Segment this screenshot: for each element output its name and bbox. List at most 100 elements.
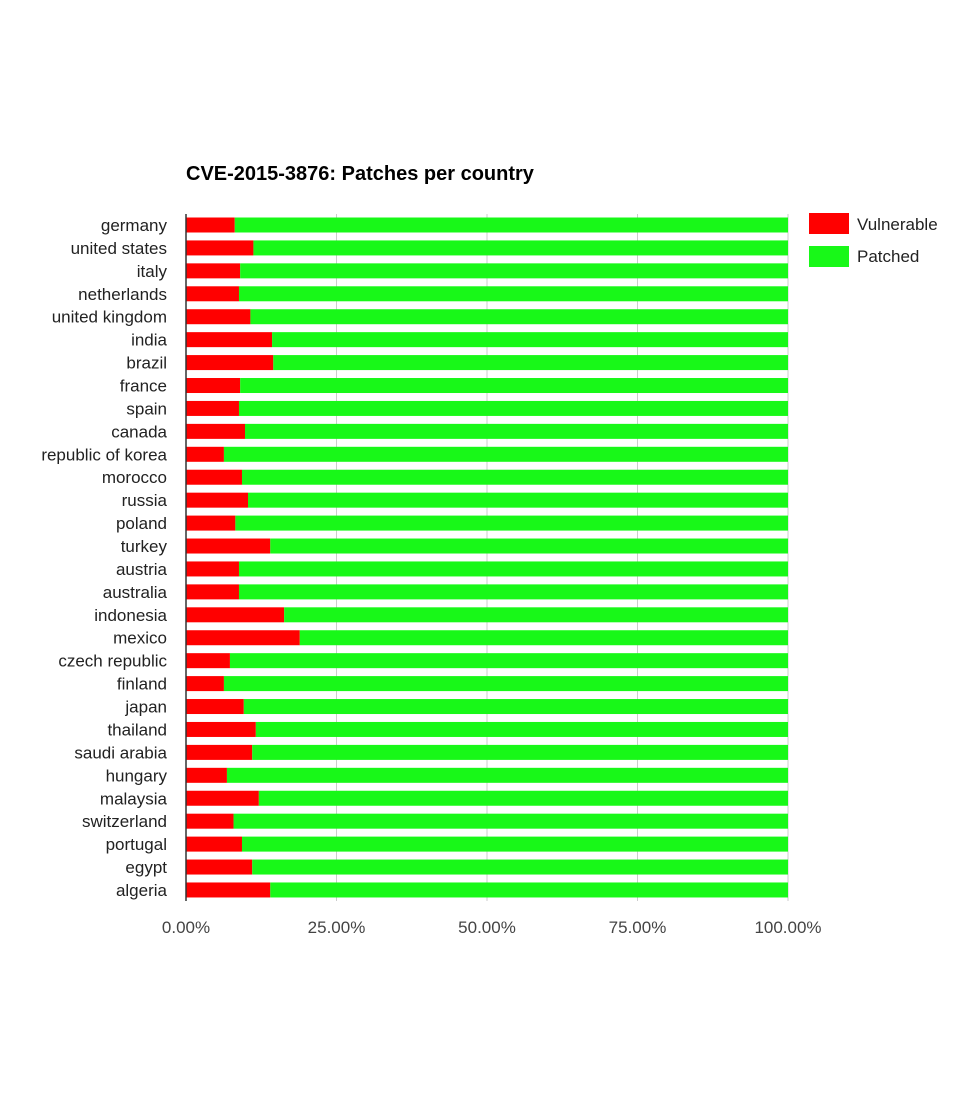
category-label-united-states: united states (71, 239, 167, 258)
bar-czech-republic-patched (229, 653, 789, 669)
category-label-czech-republic: czech republic (58, 652, 167, 671)
bar-indonesia-vulnerable (186, 607, 285, 623)
category-label-egypt: egypt (125, 858, 167, 877)
bar-russia-vulnerable (186, 492, 249, 508)
category-label-italy: italy (137, 262, 168, 281)
bar-switzerland-patched (233, 813, 789, 829)
bar-turkey-vulnerable (186, 538, 271, 554)
bar-czech-republic-vulnerable (186, 653, 230, 669)
category-label-saudi-arabia: saudi arabia (74, 743, 167, 762)
category-label-australia: australia (103, 583, 168, 602)
bar-malaysia-vulnerable (186, 790, 259, 806)
bar-switzerland-vulnerable (186, 813, 234, 829)
category-label-united-kingdom: united kingdom (52, 308, 167, 327)
category-label-spain: spain (126, 399, 167, 418)
bar-mexico-vulnerable (186, 630, 300, 646)
category-label-switzerland: switzerland (82, 812, 167, 831)
bar-indonesia-patched (284, 607, 788, 623)
bar-united-states-vulnerable (186, 240, 254, 256)
bar-mexico-patched (299, 630, 788, 646)
bar-hungary-vulnerable (186, 767, 227, 783)
bar-poland-vulnerable (186, 515, 236, 531)
bars (186, 217, 789, 898)
category-label-germany: germany (101, 216, 168, 235)
category-label-republic-of-korea: republic of korea (41, 445, 167, 464)
bar-canada-vulnerable (186, 423, 245, 439)
bar-india-patched (272, 332, 788, 348)
bar-united-states-patched (253, 240, 788, 256)
bar-malaysia-patched (258, 790, 788, 806)
legend-label-vulnerable: Vulnerable (857, 215, 938, 234)
bar-india-vulnerable (186, 332, 273, 348)
legend-label-patched: Patched (857, 247, 919, 266)
bar-hungary-patched (226, 767, 788, 783)
grid-lines (336, 214, 789, 901)
bar-united-kingdom-vulnerable (186, 309, 251, 325)
category-label-austria: austria (116, 560, 168, 579)
bar-france-vulnerable (186, 378, 241, 394)
category-label-thailand: thailand (107, 720, 167, 739)
bar-turkey-patched (270, 538, 788, 554)
category-label-hungary: hungary (106, 766, 168, 785)
bar-finland-patched (223, 676, 788, 692)
bar-italy-patched (240, 263, 788, 279)
category-label-japan: japan (124, 698, 167, 717)
category-labels: germany united states italy netherlands unit… (41, 216, 167, 900)
legend: Vulnerable Patched (809, 213, 938, 267)
bar-saudi-arabia-patched (252, 744, 789, 760)
category-label-indonesia: indonesia (94, 606, 167, 625)
chart-title: CVE-2015-3876: Patches per country (186, 163, 535, 185)
bar-netherlands-vulnerable (186, 286, 239, 302)
bar-austria-patched (238, 561, 788, 577)
bar-brazil-patched (273, 355, 788, 371)
category-label-algeria: algeria (116, 881, 168, 900)
bar-spain-patched (238, 400, 788, 416)
bar-finland-vulnerable (186, 676, 224, 692)
bar-japan-vulnerable (186, 699, 244, 715)
category-label-mexico: mexico (113, 629, 167, 648)
legend-swatch-patched (809, 246, 849, 267)
bar-austria-vulnerable (186, 561, 239, 577)
category-label-france: france (120, 377, 167, 396)
x-axis-ticks: 0.00% 25.00% 50.00% 75.00% 100.00% (162, 918, 822, 937)
bar-poland-patched (235, 515, 788, 531)
x-tick-label-0: 0.00% (162, 918, 210, 937)
category-label-poland: poland (116, 514, 167, 533)
bar-france-patched (240, 378, 788, 394)
bar-russia-patched (248, 492, 789, 508)
bar-republic-of-korea-vulnerable (186, 446, 224, 462)
legend-swatch-vulnerable (809, 213, 849, 234)
category-label-brazil: brazil (126, 354, 167, 373)
x-tick-label-4: 100.00% (754, 918, 821, 937)
x-tick-label-1: 25.00% (308, 918, 366, 937)
bar-canada-patched (244, 423, 789, 439)
bar-algeria-patched (270, 882, 788, 898)
x-tick-label-2: 50.00% (458, 918, 516, 937)
category-label-malaysia: malaysia (100, 789, 168, 808)
category-label-netherlands: netherlands (78, 285, 167, 304)
bar-thailand-vulnerable (186, 721, 256, 737)
bar-egypt-patched (252, 859, 789, 875)
bar-thailand-patched (255, 721, 788, 737)
bar-united-kingdom-patched (250, 309, 788, 325)
category-label-canada: canada (111, 422, 167, 441)
bar-brazil-vulnerable (186, 355, 274, 371)
x-tick-label-3: 75.00% (609, 918, 667, 937)
bar-spain-vulnerable (186, 400, 239, 416)
bar-portugal-patched (241, 836, 789, 852)
bar-portugal-vulnerable (186, 836, 242, 852)
bar-republic-of-korea-patched (223, 446, 788, 462)
category-label-portugal: portugal (106, 835, 167, 854)
bar-australia-patched (238, 584, 788, 600)
bar-germany-vulnerable (186, 217, 235, 233)
category-label-russia: russia (122, 491, 168, 510)
bar-netherlands-patched (238, 286, 788, 302)
bar-algeria-vulnerable (186, 882, 271, 898)
category-label-india: india (131, 331, 167, 350)
bar-egypt-vulnerable (186, 859, 253, 875)
bar-australia-vulnerable (186, 584, 239, 600)
bar-morocco-patched (241, 469, 789, 485)
category-label-morocco: morocco (102, 468, 167, 487)
bar-italy-vulnerable (186, 263, 241, 279)
